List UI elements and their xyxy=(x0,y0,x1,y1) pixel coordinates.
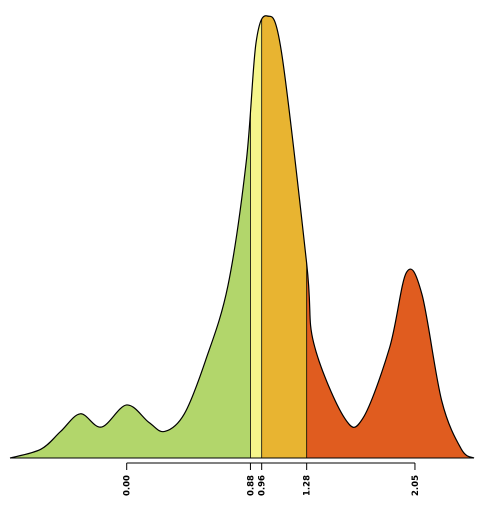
x-tick-label: 0.00 xyxy=(123,475,133,496)
x-tick-label: 0.88 xyxy=(246,475,256,496)
x-tick-label: 2.05 xyxy=(411,475,421,496)
density-region-2 xyxy=(250,15,262,458)
density-region-4 xyxy=(306,15,474,458)
x-tick-label: 0.96 xyxy=(258,475,268,496)
density-region-1 xyxy=(10,15,251,458)
density-region-3 xyxy=(261,15,307,458)
density-regions xyxy=(10,15,474,458)
density-curve xyxy=(9,15,475,459)
x-tick-label: 1.28 xyxy=(303,475,313,496)
x-axis: 0.00 0.88 0.96 1.28 2.05 xyxy=(123,462,421,496)
